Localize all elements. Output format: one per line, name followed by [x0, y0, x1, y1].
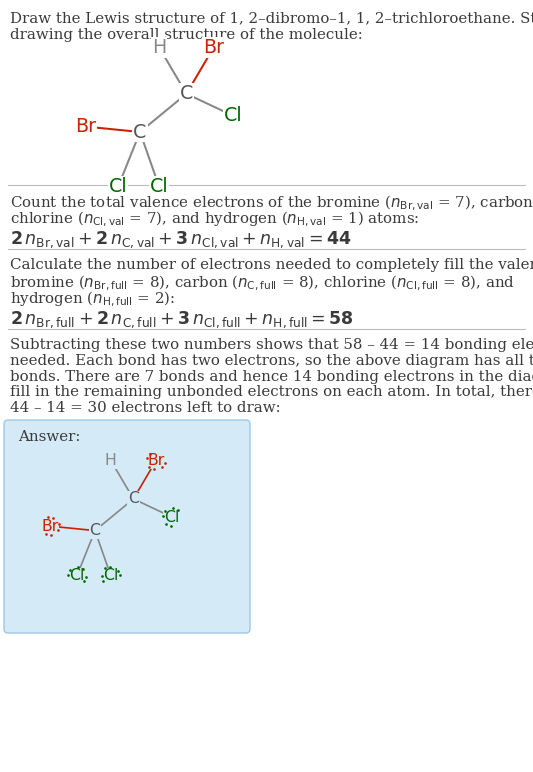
Text: bromine ($n_{\mathrm{Br,full}}$ = 8), carbon ($n_{\mathrm{C,full}}$ = 8), chlori: bromine ($n_{\mathrm{Br,full}}$ = 8), ca… [10, 274, 515, 293]
Text: H: H [105, 453, 117, 468]
Text: Br: Br [148, 453, 165, 468]
Text: $\mathbf{2}\,\mathit{n}_{\mathrm{Br,val}} + \mathbf{2}\,\mathit{n}_{\mathrm{C,va: $\mathbf{2}\,\mathit{n}_{\mathrm{Br,val}… [10, 229, 351, 249]
Text: Answer:: Answer: [18, 430, 80, 444]
Text: drawing the overall structure of the molecule:: drawing the overall structure of the mol… [10, 28, 363, 42]
Text: Cl: Cl [103, 568, 118, 584]
Text: hydrogen ($n_{\mathrm{H,full}}$ = 2):: hydrogen ($n_{\mathrm{H,full}}$ = 2): [10, 290, 175, 309]
Text: Br: Br [41, 519, 59, 533]
Text: Calculate the number of electrons needed to completely fill the valence shells f: Calculate the number of electrons needed… [10, 259, 533, 273]
Text: C: C [128, 492, 139, 506]
Text: needed. Each bond has two electrons, so the above diagram has all the necessary: needed. Each bond has two electrons, so … [10, 354, 533, 368]
Text: $\mathbf{2}\,\mathit{n}_{\mathrm{Br,full}} + \mathbf{2}\,\mathit{n}_{\mathrm{C,f: $\mathbf{2}\,\mathit{n}_{\mathrm{Br,full… [10, 309, 354, 330]
Text: Count the total valence electrons of the bromine ($n_{\mathrm{Br,val}}$ = 7), ca: Count the total valence electrons of the… [10, 194, 533, 213]
Text: Cl: Cl [109, 177, 127, 196]
Text: fill in the remaining unbonded electrons on each atom. In total, there remain: fill in the remaining unbonded electrons… [10, 385, 533, 399]
Text: H: H [152, 38, 166, 57]
FancyBboxPatch shape [4, 420, 250, 633]
Text: C: C [133, 123, 147, 141]
Text: Draw the Lewis structure of 1, 2–dibromo–1, 1, 2–trichloroethane. Start by: Draw the Lewis structure of 1, 2–dibromo… [10, 12, 533, 26]
Text: Cl: Cl [164, 510, 180, 524]
Text: chlorine ($n_{\mathrm{Cl,val}}$ = 7), and hydrogen ($n_{\mathrm{H,val}}$ = 1) at: chlorine ($n_{\mathrm{Cl,val}}$ = 7), an… [10, 209, 419, 229]
Text: C: C [180, 84, 193, 103]
Text: Br: Br [75, 117, 96, 136]
Text: 44 – 14 = 30 electrons left to draw:: 44 – 14 = 30 electrons left to draw: [10, 401, 281, 415]
Text: Cl: Cl [223, 106, 242, 125]
Text: Cl: Cl [69, 568, 85, 584]
Text: Subtracting these two numbers shows that 58 – 44 = 14 bonding electrons are: Subtracting these two numbers shows that… [10, 338, 533, 353]
Text: Cl: Cl [150, 177, 168, 196]
Text: bonds. There are 7 bonds and hence 14 bonding electrons in the diagram. Lastly,: bonds. There are 7 bonds and hence 14 bo… [10, 370, 533, 384]
Text: Br: Br [203, 38, 224, 57]
Text: C: C [90, 523, 101, 538]
